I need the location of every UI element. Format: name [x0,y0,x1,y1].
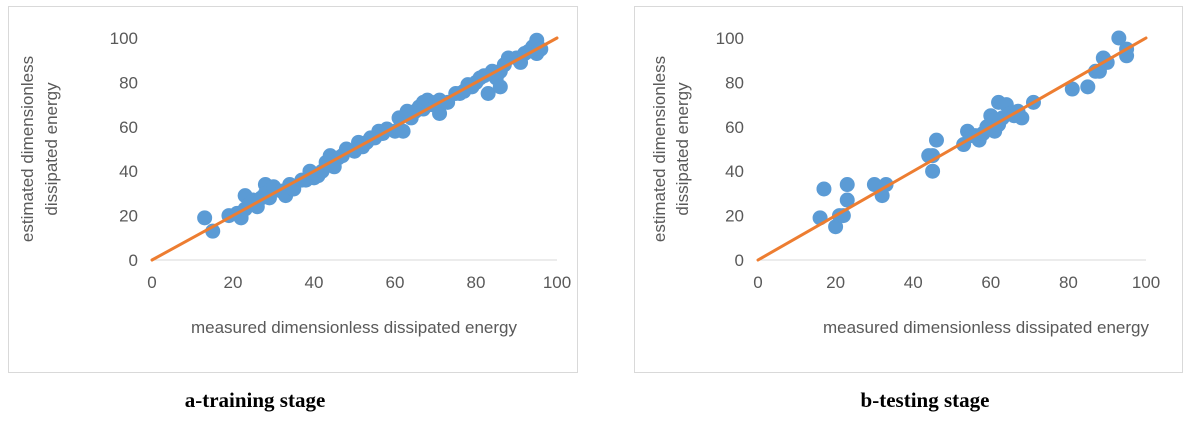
y-axis-title: estimated dimensionless [18,56,37,242]
x-axis-title: measured dimensionless dissipated energy [823,318,1150,337]
chart-panel-training: 0 20 40 60 80 100 0 20 40 60 80 100 measured dimensi… [8,6,578,373]
data-point [1111,30,1127,46]
y-tick-label: 60 [119,118,138,137]
x-tick-label: 20 [224,273,243,292]
x-tick-label: 80 [467,273,486,292]
y-tick-label: 40 [725,162,744,181]
y-tick-label: 20 [725,207,744,226]
data-point [492,79,508,95]
x-tick-label: 40 [904,273,923,292]
y-tick-label: 100 [716,29,744,48]
x-tick-label: 80 [1059,273,1078,292]
caption-training: a-training stage [184,388,326,412]
x-tick-label: 100 [543,273,571,292]
data-point [925,163,941,179]
data-point [1064,81,1080,97]
data-point [395,123,411,139]
data-point [839,192,855,208]
y-tick-label: 0 [129,251,138,270]
data-point [1080,79,1096,95]
y-tick-label: 80 [725,73,744,92]
x-tick-label: 20 [826,273,845,292]
x-tick-label: 40 [305,273,324,292]
y-axis-title: dissipated energy [673,82,692,216]
chart-panel-testing: 0 20 40 60 80 100 0 20 40 60 80 100 measured dimensi… [634,6,1183,373]
y-tick-label: 0 [735,251,744,270]
data-point [816,181,832,197]
data-point [866,177,882,193]
data-point [432,105,448,121]
y-tick-label: 60 [725,118,744,137]
y-tick-label: 40 [119,162,138,181]
x-tick-label: 60 [981,273,1000,292]
y-tick-label: 80 [119,73,138,92]
reference-line [150,36,559,262]
data-point [480,86,496,101]
x-axis-title: measured dimensionless dissipated energy [191,318,518,337]
data-point [1014,110,1030,126]
y-axis-title: dissipated energy [42,82,61,216]
data-point [928,132,944,148]
x-tick-label: 100 [1132,273,1160,292]
x-tick-label: 60 [386,273,405,292]
x-tick-label: 0 [753,273,762,292]
caption-testing: b-testing stage [860,388,990,412]
y-tick-label: 100 [110,29,138,48]
data-point [197,210,213,226]
scatter-chart-testing: 0 20 40 60 80 100 0 20 40 60 80 100 measured dimensi… [650,29,1160,337]
y-tick-label: 20 [119,207,138,226]
y-axis-title: estimated dimensionless [650,56,669,242]
scatter-chart-training: 0 20 40 60 80 100 0 20 40 60 80 100 measured dimensi… [18,29,571,337]
data-point [839,177,855,193]
x-tick-label: 0 [147,273,156,292]
reference-line [756,36,1148,262]
